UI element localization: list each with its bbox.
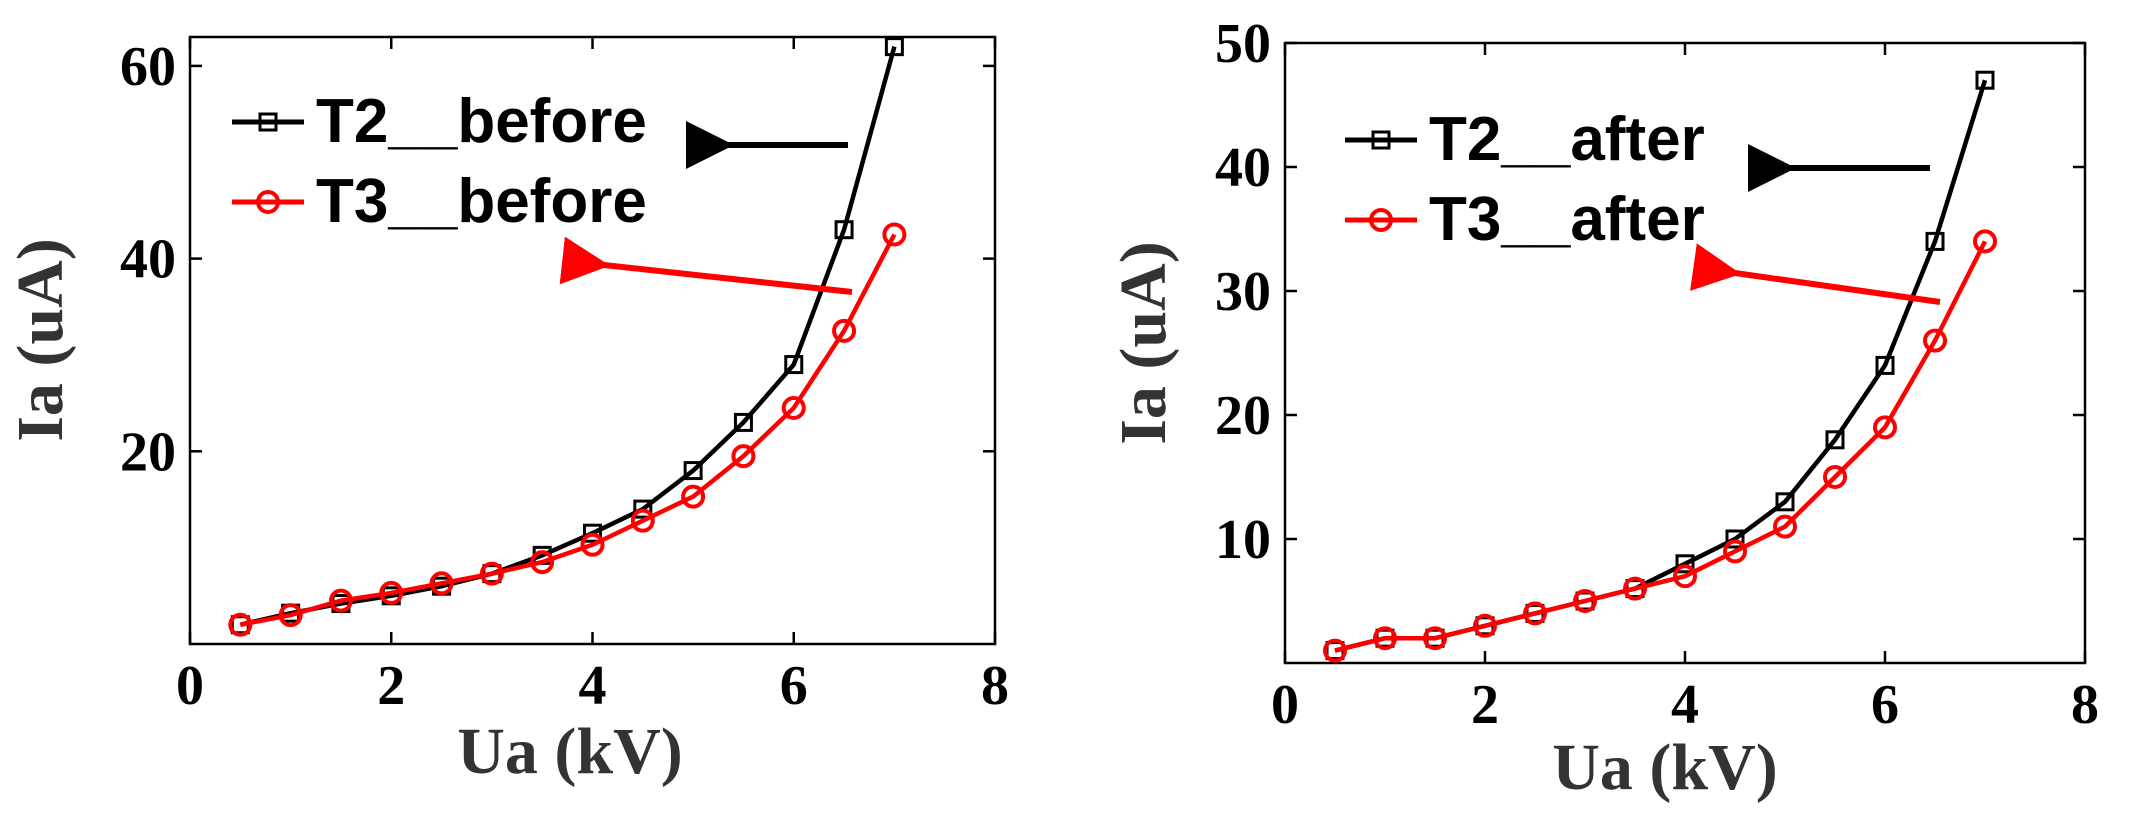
data-point-circle <box>681 484 706 509</box>
data-point-circle <box>278 603 303 628</box>
data-point-circle <box>1723 539 1747 564</box>
x-tick-label: 0 <box>1271 674 1299 736</box>
y-tick-label: 40 <box>1215 137 1271 199</box>
x-tick-label: 6 <box>1871 674 1899 736</box>
data-point-circle <box>731 444 756 469</box>
data-point-circle <box>1673 564 1697 589</box>
annotation-arrow <box>1690 243 1941 305</box>
x-axis-label: Ua (kV) <box>1552 731 1778 804</box>
data-point-circle <box>1973 229 1997 254</box>
legend-label-T3__before: T3__before <box>316 167 647 236</box>
data-point-square <box>633 499 653 519</box>
y-tick-label: 50 <box>1215 13 1271 75</box>
data-point-circle <box>228 612 253 637</box>
data-point-circle <box>1373 626 1397 651</box>
legend-marker-square <box>1371 130 1391 150</box>
y-tick-label: 20 <box>1215 385 1271 447</box>
data-point-square <box>1675 554 1695 574</box>
data-point-circle <box>832 318 857 343</box>
data-point-square <box>1825 430 1845 450</box>
data-point-circle <box>1873 415 1897 440</box>
data-point-circle <box>1823 465 1847 489</box>
legend-marker-circle <box>1369 208 1393 232</box>
legend-label-T2__before: T2__before <box>316 87 647 156</box>
data-point-circle <box>630 508 655 533</box>
data-point-circle <box>1523 601 1547 626</box>
x-tick-label: 8 <box>981 655 1009 717</box>
data-point-circle <box>1923 328 1947 353</box>
data-point-square <box>683 461 703 481</box>
x-tick-label: 0 <box>176 655 204 717</box>
chart-before: 0 2 4 6 8 20 40 60 Ua (kV) Ia (uA) T2__before T3__b… <box>4 35 1009 788</box>
data-point-circle <box>1573 589 1597 613</box>
data-point-square <box>1925 231 1945 251</box>
data-point-circle <box>1323 638 1347 663</box>
legend-marker-circle <box>256 190 280 214</box>
y-tick-label: 20 <box>120 421 176 483</box>
y-axis-label: Ia (uA) <box>1107 241 1180 445</box>
data-point-circle <box>882 222 907 247</box>
data-point-square <box>583 523 602 543</box>
data-point-circle <box>379 580 404 605</box>
y-tick-label: 60 <box>120 36 176 98</box>
data-point-circle <box>1473 613 1497 638</box>
y-axis-label: Ia (uA) <box>4 238 77 442</box>
data-point-circle <box>781 395 806 420</box>
data-point-square <box>884 37 904 57</box>
y-tick-label: 30 <box>1215 261 1271 323</box>
series-line-T3__after <box>1334 240 1988 653</box>
x-tick-label: 2 <box>1471 674 1499 736</box>
x-tick-label: 4 <box>1671 674 1699 736</box>
annotation-arrow <box>559 236 853 295</box>
data-point-square <box>1775 492 1795 512</box>
data-point-circle <box>580 532 605 557</box>
data-point-circle <box>530 550 555 575</box>
data-point-square <box>1725 529 1745 549</box>
data-point-circle <box>328 588 353 613</box>
data-point-circle <box>479 561 504 586</box>
y-tick-label: 40 <box>120 229 176 291</box>
x-tick-label: 4 <box>579 655 607 717</box>
x-axis-label: Ua (kV) <box>457 715 683 788</box>
x-tick-label: 2 <box>377 655 405 717</box>
data-point-square <box>834 220 854 240</box>
legend-label-T2__after: T2__after <box>1429 105 1705 174</box>
data-point-square <box>784 355 804 375</box>
data-point-circle <box>1773 514 1797 539</box>
data-point-circle <box>429 571 454 596</box>
series-line-T3__before <box>239 233 897 627</box>
chart-after: 0 2 4 6 8 10 20 30 40 50 Ua (kV) Ia (uA) T2__after T3… <box>1107 13 2099 804</box>
data-point-square <box>1875 355 1895 375</box>
x-tick-label: 8 <box>2071 674 2099 736</box>
data-point-circle <box>1623 576 1647 601</box>
data-point-square <box>1975 70 1995 90</box>
data-point-square <box>733 412 753 432</box>
data-point-circle <box>1423 626 1447 651</box>
legend-label-T3__after: T3__after <box>1429 185 1705 254</box>
legend-marker-square <box>258 112 278 132</box>
x-tick-label: 6 <box>780 655 808 717</box>
y-tick-label: 10 <box>1215 509 1271 571</box>
